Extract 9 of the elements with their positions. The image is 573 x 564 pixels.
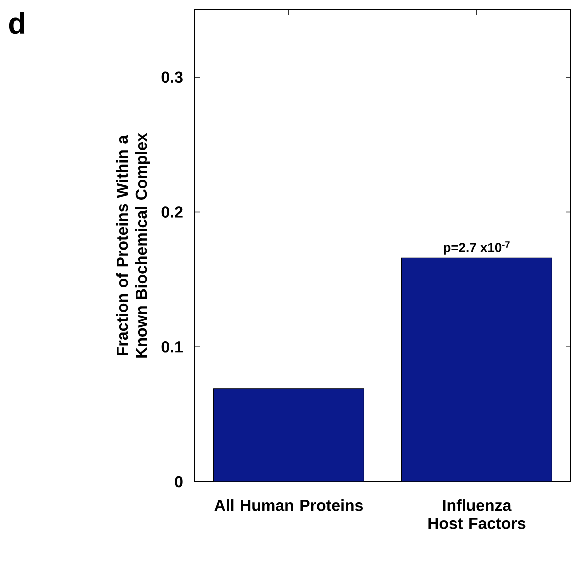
y-tick-label: 0.2: [162, 206, 183, 218]
text: d: [9, 12, 25, 34]
y-tick-label: 0: [175, 476, 183, 488]
y-axis-title: Fraction of Proteins Within a Known Biochemical Complex: [116, 133, 150, 358]
x-tick-label: All Human Proteins: [214, 500, 364, 512]
y-tick-label: 0.1: [162, 341, 184, 353]
annotation: p=2.7 x10$^{-7}$: [444, 242, 510, 255]
x-tick-label: Influenza Host Factors: [428, 500, 526, 530]
y-tick-label: 0.3: [162, 72, 183, 84]
